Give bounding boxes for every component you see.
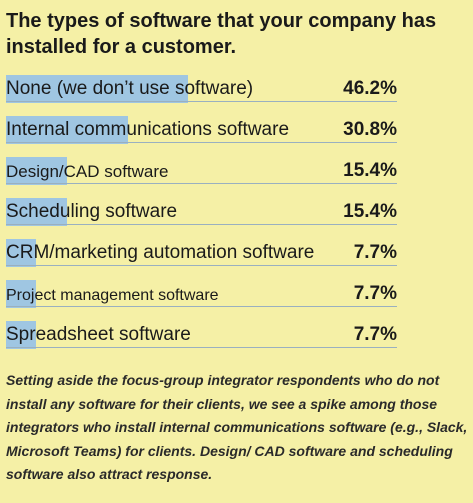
bar-row: Scheduling software 15.4% bbox=[6, 191, 397, 226]
bar-row: None (we don’t use software) 46.2% bbox=[6, 68, 397, 103]
bar-label: None (we don’t use software) bbox=[6, 78, 254, 99]
bar-row: Internal communications software 30.8% bbox=[6, 109, 397, 144]
chart-caption: Setting aside the focus-group integrator… bbox=[6, 372, 468, 482]
row-divider bbox=[6, 265, 397, 266]
bar-label: Project management software bbox=[6, 287, 219, 304]
bar-row: Design/CAD software 15.4% bbox=[6, 150, 397, 185]
bar-value-label: 15.4% bbox=[343, 160, 397, 181]
bar bbox=[6, 239, 37, 267]
bar bbox=[6, 116, 128, 144]
row-divider bbox=[6, 224, 397, 225]
row-divider bbox=[6, 142, 397, 143]
bar-label: CRM/marketing automation software bbox=[6, 242, 315, 263]
row-divider bbox=[6, 101, 397, 102]
bar-row: Project management software 7.7% bbox=[6, 273, 397, 308]
bar bbox=[6, 75, 189, 103]
bar-label: Spreadsheet software bbox=[6, 324, 191, 345]
bar bbox=[6, 157, 67, 185]
bar-label: Scheduling software bbox=[6, 201, 178, 222]
bar-value-label: 7.7% bbox=[353, 283, 397, 304]
row-divider bbox=[6, 347, 397, 348]
bar-value-label: 7.7% bbox=[353, 242, 397, 263]
bar-label: Internal communications software bbox=[6, 119, 290, 140]
bar-label: Design/CAD software bbox=[6, 162, 169, 181]
bar bbox=[6, 280, 37, 308]
bar-row: Spreadsheet software 7.7% bbox=[6, 314, 397, 349]
bar-value-label: 46.2% bbox=[343, 78, 397, 99]
row-divider bbox=[6, 306, 397, 307]
bar bbox=[6, 321, 37, 349]
row-divider bbox=[6, 183, 397, 184]
chart-title: The types of software that your company … bbox=[6, 10, 437, 58]
bar-value-label: 30.8% bbox=[343, 119, 397, 140]
bar-row: CRM/marketing automation software 7.7% bbox=[6, 232, 397, 267]
bar bbox=[6, 198, 67, 226]
bar-value-label: 15.4% bbox=[343, 201, 397, 222]
bar-value-label: 7.7% bbox=[353, 324, 397, 345]
